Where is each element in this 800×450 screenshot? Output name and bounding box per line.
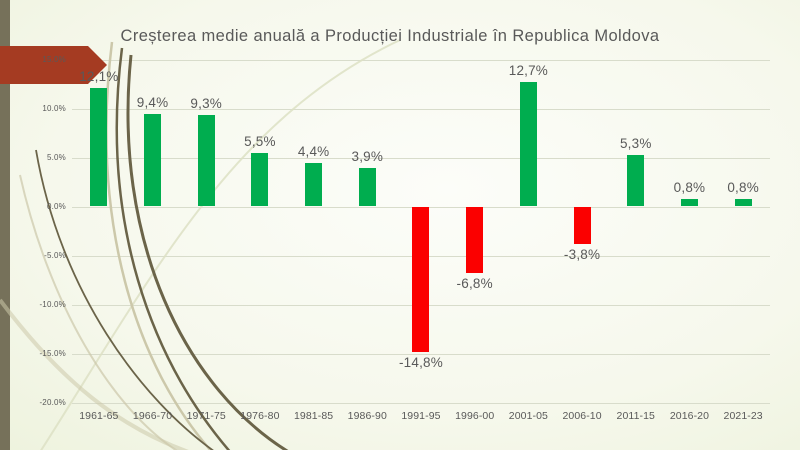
gridline bbox=[72, 59, 770, 61]
y-axis-tick-label: -20.0% bbox=[39, 398, 66, 407]
y-axis-tick-label: 15.0% bbox=[42, 55, 66, 64]
bar bbox=[412, 206, 430, 352]
bar bbox=[305, 163, 323, 207]
slide-title: Creșterea medie anuală a Producției Indu… bbox=[120, 27, 660, 45]
gridline bbox=[72, 353, 770, 355]
category-label: 2006-10 bbox=[562, 409, 602, 422]
chart-column: -14,8% 1991-95 bbox=[394, 60, 448, 422]
chart-column: 5,3% 2011-15 bbox=[609, 60, 663, 422]
bar bbox=[144, 114, 162, 207]
chart-column: -6,8% 1996-00 bbox=[448, 60, 502, 422]
chart-column: 0,8% 2016-20 bbox=[663, 60, 717, 422]
bar-value-label: -3,8% bbox=[563, 246, 601, 262]
bar bbox=[573, 206, 591, 244]
y-axis-tick-label: 10.0% bbox=[42, 104, 66, 113]
y-axis-tick-label: -15.0% bbox=[39, 349, 66, 358]
left-strip-decoration bbox=[0, 0, 10, 450]
bar-value-label: -14,8% bbox=[398, 354, 443, 370]
bar bbox=[197, 115, 215, 207]
bar bbox=[519, 82, 537, 207]
bar-value-label: 12,7% bbox=[508, 63, 549, 79]
chart-column: 3,9% 1986-90 bbox=[340, 60, 394, 421]
bar bbox=[90, 87, 108, 207]
bar bbox=[734, 198, 752, 207]
gridline bbox=[72, 108, 770, 110]
category-label: 2016-20 bbox=[669, 409, 710, 422]
y-axis-tick-label: -5.0% bbox=[44, 251, 66, 260]
category-label: 1996-00 bbox=[455, 409, 495, 422]
chart-column: 4,4% 1981-85 bbox=[287, 60, 341, 421]
y-axis-tick-label: -10.0% bbox=[39, 300, 66, 309]
gridline bbox=[72, 402, 770, 404]
category-label: 2021-23 bbox=[723, 409, 763, 422]
plot-area: 15.0% 10.0% 5.0% 0.0% -5.0% -10.0% -15.0% -20.0… bbox=[39, 55, 770, 422]
chart-column: 12,1% 1961-65 bbox=[72, 60, 126, 422]
bar-value-label: -6,8% bbox=[456, 276, 493, 292]
bar bbox=[358, 168, 376, 207]
chart-column: 12,7% 2001-05 bbox=[502, 60, 556, 421]
y-axis-tick-label: 5.0% bbox=[46, 153, 66, 162]
gridline bbox=[72, 157, 770, 159]
bar bbox=[251, 152, 269, 207]
chart-column: 0,8% 2021-23 bbox=[716, 60, 770, 422]
category-label: 1991-95 bbox=[401, 409, 441, 422]
category-label: 2001-05 bbox=[508, 409, 548, 422]
chart-column: 5,5% 1976-80 bbox=[233, 60, 287, 422]
bar-value-label: 0,8% bbox=[727, 179, 759, 195]
y-axis-tick-label: 0.0% bbox=[46, 202, 66, 211]
chart-column: -3,8% 2006-10 bbox=[555, 60, 609, 422]
bar bbox=[680, 198, 698, 207]
category-label: 2011-15 bbox=[616, 409, 655, 422]
bar bbox=[627, 154, 645, 207]
bar-value-label: 0,8% bbox=[673, 179, 706, 195]
bar-value-label: 5,3% bbox=[619, 135, 652, 151]
chart-column: 9,3% 1971-75 bbox=[179, 60, 233, 421]
bar bbox=[466, 206, 484, 274]
